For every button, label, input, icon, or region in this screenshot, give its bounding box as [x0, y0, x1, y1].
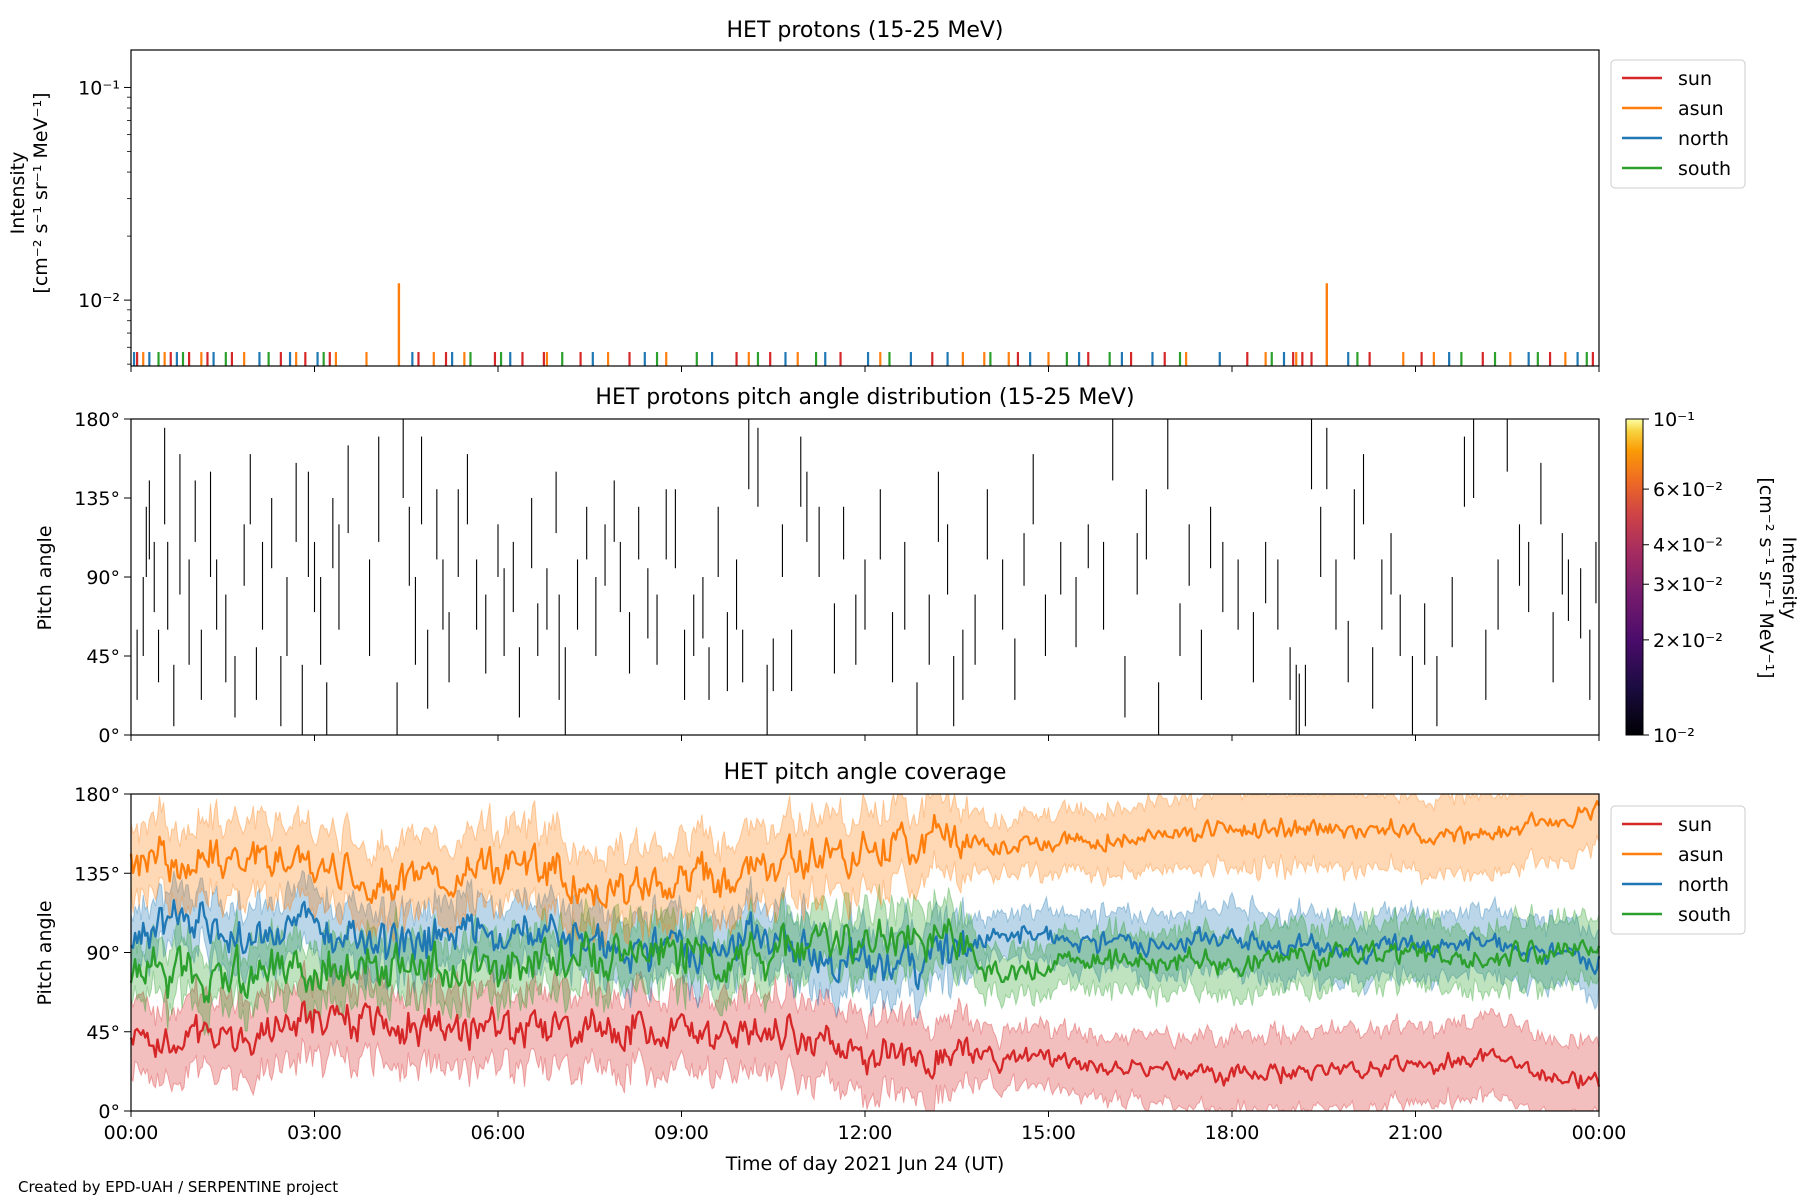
asun-legend-label: asun	[1678, 844, 1724, 866]
coverage-x-tick-label: 00:00	[1572, 1122, 1627, 1144]
coverage-y-tick-label: 0°	[98, 1101, 120, 1123]
intensity-title: HET protons (15-25 MeV)	[727, 18, 1004, 43]
coverage-y-tick-label: 90°	[86, 943, 120, 965]
north-legend-label: north	[1678, 874, 1729, 896]
intensity-y-tick-label: 10⁻²	[78, 290, 120, 312]
coverage-x-tick-label: 21:00	[1388, 1122, 1443, 1144]
coverage-y-label: Pitch angle	[34, 900, 56, 1005]
colorbar-gradient	[1625, 418, 1644, 736]
coverage-y-tick-labels: 0° 45° 90° 135° 180°	[74, 784, 131, 1123]
coverage-x-tick-label: 06:00	[471, 1122, 526, 1144]
coverage-x-tick-label: 18:00	[1205, 1122, 1260, 1144]
colorbar-tick-label: 2×10⁻²	[1653, 630, 1723, 652]
intensity-plot-area	[130, 49, 1600, 372]
pad-plot-area	[130, 418, 1600, 741]
colorbar-tick-label: 4×10⁻²	[1653, 535, 1723, 557]
colorbar-tick-label: 10⁻²	[1653, 725, 1695, 747]
colorbar-tick-label: 3×10⁻²	[1653, 574, 1723, 596]
pad-y-label: Pitch angle	[34, 525, 56, 630]
coverage-x-tick-labels: 00:00 03:00 06:00 09:00 12:00 15:00 18:00 21:00…	[104, 1122, 1627, 1144]
intensity-y-label-line1: Intensity	[7, 152, 29, 235]
pad-y-tick-label: 180°	[74, 409, 120, 431]
pad-y-tick-label: 0°	[98, 725, 120, 747]
coverage-legend: sun asun north south	[1610, 805, 1746, 935]
coverage-x-tick-label: 09:00	[654, 1122, 709, 1144]
coverage-legend-box	[1610, 805, 1746, 935]
intensity-y-label-line2: [cm⁻² s⁻¹ sr⁻¹ MeV⁻¹]	[30, 92, 52, 293]
pad-title: HET protons pitch angle distribution (15…	[595, 385, 1134, 410]
colorbar-label-line1: Intensity	[1778, 537, 1800, 620]
south-legend-label: south	[1678, 158, 1731, 180]
pad-y-tick-labels: 0° 45° 90° 135° 180°	[74, 409, 131, 747]
north-coverage-line	[130, 898, 1601, 991]
sun-coverage-line	[129, 1000, 1601, 1090]
coverage-y-tick-label: 135°	[74, 863, 120, 885]
colorbar-tick-label: 10⁻¹	[1653, 409, 1695, 431]
sun-legend-label: sun	[1678, 814, 1712, 836]
intensity-legend: sun asun north south	[1610, 59, 1746, 189]
coverage-y-tick-label: 45°	[86, 1022, 120, 1044]
intensity-y-tick-label: 10⁻¹	[78, 77, 120, 99]
intensity-legend-box	[1610, 59, 1746, 189]
coverage-title: HET pitch angle coverage	[724, 760, 1007, 785]
coverage-x-tick-label: 15:00	[1021, 1122, 1076, 1144]
intensity-axes-frame	[130, 49, 1600, 367]
south-legend-label: south	[1678, 904, 1731, 926]
pad-y-tick-label: 135°	[74, 488, 120, 510]
north-legend-label: north	[1678, 128, 1729, 150]
colorbar-tick-label: 6×10⁻²	[1653, 479, 1723, 501]
coverage-y-tick-label: 180°	[74, 784, 120, 806]
sun-legend-label: sun	[1678, 68, 1712, 90]
coverage-x-tick-label: 00:00	[104, 1122, 159, 1144]
credit-note: Created by EPD-UAH / SERPENTINE project	[18, 1178, 338, 1196]
pad-y-tick-label: 45°	[86, 646, 120, 668]
coverage-plot-area	[129, 792, 1601, 1117]
asun-legend-label: asun	[1678, 98, 1724, 120]
south-coverage-line	[129, 918, 1601, 1004]
colorbar-label-line2: [cm⁻² s⁻¹ sr⁻¹ MeV⁻¹]	[1755, 477, 1777, 678]
intensity-y-tick-labels: 10⁻¹ 10⁻²	[78, 77, 131, 365]
coverage-x-tick-label: 03:00	[287, 1122, 342, 1144]
asun-coverage-line	[129, 800, 1601, 909]
pad-y-tick-label: 90°	[86, 567, 120, 589]
coverage-x-tick-label: 12:00	[838, 1122, 893, 1144]
colorbar: 10⁻¹ 6×10⁻² 4×10⁻² 3×10⁻² 2×10⁻² 10⁻²	[1625, 409, 1723, 747]
x-axis-label: Time of day 2021 Jun 24 (UT)	[725, 1153, 1005, 1175]
